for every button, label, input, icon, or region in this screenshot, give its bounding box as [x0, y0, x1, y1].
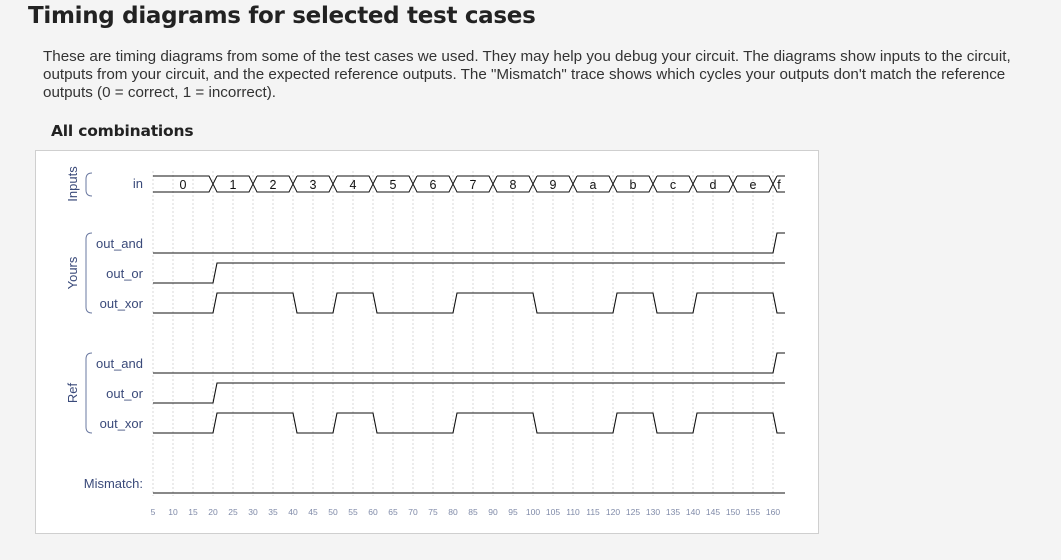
bus-segment — [652, 175, 694, 193]
yours-label-out_xor: out_xor — [100, 296, 144, 311]
yours-wave-out_and — [153, 232, 785, 254]
bus-value-label: 0 — [180, 178, 187, 192]
group-bracket — [85, 232, 93, 314]
time-tick-label: 160 — [766, 507, 780, 517]
bus-value-label: d — [710, 178, 717, 192]
signal-label-in: in — [133, 176, 143, 191]
timing-diagram: 5 10 15 20 25 30 35 40 45 50 55 60 65 70 75 80 85 90 95 100… — [65, 166, 785, 517]
bus-value-label: 9 — [550, 178, 557, 192]
bus-segment — [372, 175, 414, 193]
ref-wave-out_xor — [153, 412, 785, 434]
time-tick-label: 85 — [468, 507, 478, 517]
timing-diagram-panel: 5 10 15 20 25 30 35 40 45 50 55 60 65 70 75 80 85 90 95 100… — [35, 150, 819, 534]
bus-segment — [772, 175, 785, 193]
time-tick-label: 135 — [666, 507, 680, 517]
time-tick-label: 25 — [228, 507, 238, 517]
bus-segment — [612, 175, 654, 193]
bus-segment — [492, 175, 534, 193]
bus-segment — [692, 175, 734, 193]
bus-value-label: 3 — [310, 178, 317, 192]
time-tick-label: 75 — [428, 507, 438, 517]
time-tick-label: 100 — [526, 507, 540, 517]
bus-value-label: f — [777, 178, 781, 192]
yours-label-out_and: out_and — [96, 236, 143, 251]
time-tick-label: 115 — [586, 507, 600, 517]
bus-value-label: c — [670, 178, 676, 192]
time-tick-label: 140 — [686, 507, 700, 517]
bus-segment — [572, 175, 614, 193]
page-title: Timing diagrams for selected test cases — [28, 3, 536, 29]
time-tick-label: 5 — [151, 507, 156, 517]
yours-label-out_or: out_or — [106, 266, 144, 281]
bus-value-label: 5 — [390, 178, 397, 192]
time-tick-label: 30 — [248, 507, 258, 517]
ref-wave-out_or — [153, 382, 785, 404]
bus-segment — [292, 175, 334, 193]
bus-value-label: 4 — [350, 178, 357, 192]
time-tick-label: 80 — [448, 507, 458, 517]
group-bracket — [85, 352, 93, 434]
bus-value-label: 1 — [230, 178, 237, 192]
group-label: Inputs — [65, 166, 80, 202]
yours-wave-out_or — [153, 262, 785, 284]
bus-value-label: 6 — [430, 178, 437, 192]
time-tick-label: 40 — [288, 507, 298, 517]
time-tick-label: 15 — [188, 507, 198, 517]
bus-value-label: 2 — [270, 178, 277, 192]
time-tick-label: 70 — [408, 507, 418, 517]
bus-value-label: 7 — [470, 178, 477, 192]
time-tick-label: 130 — [646, 507, 660, 517]
time-tick-label: 10 — [168, 507, 178, 517]
bus-segment — [212, 175, 254, 193]
time-tick-label: 45 — [308, 507, 318, 517]
time-tick-label: 155 — [746, 507, 760, 517]
page-description: These are timing diagrams from some of t… — [43, 48, 1011, 101]
bus-segment — [532, 175, 574, 193]
time-tick-label: 55 — [348, 507, 358, 517]
ref-label-out_xor: out_xor — [100, 416, 144, 431]
bus-value-label: a — [590, 178, 597, 192]
ref-label-out_and: out_and — [96, 356, 143, 371]
time-tick-label: 50 — [328, 507, 338, 517]
group-label: Ref — [65, 382, 80, 403]
time-tick-label: 60 — [368, 507, 378, 517]
time-tick-label: 110 — [566, 507, 580, 517]
ref-wave-out_and — [153, 352, 785, 374]
bus-value-label: e — [750, 178, 757, 192]
bus-value-label: b — [630, 178, 637, 192]
bus-segment — [732, 175, 774, 193]
time-tick-label: 95 — [508, 507, 518, 517]
time-tick-label: 90 — [488, 507, 498, 517]
bus-value-label: 8 — [510, 178, 517, 192]
group-bracket — [85, 172, 93, 197]
group-label: Yours — [65, 256, 80, 289]
section-title: All combinations — [51, 122, 194, 140]
time-tick-label: 125 — [626, 507, 640, 517]
time-tick-label: 120 — [606, 507, 620, 517]
time-tick-label: 20 — [208, 507, 218, 517]
mismatch-label: Mismatch: — [84, 476, 143, 491]
time-tick-label: 35 — [268, 507, 278, 517]
time-tick-label: 105 — [546, 507, 560, 517]
time-tick-label: 145 — [706, 507, 720, 517]
ref-label-out_or: out_or — [106, 386, 144, 401]
bus-segment — [252, 175, 294, 193]
bus-segment — [412, 175, 454, 193]
time-tick-label: 65 — [388, 507, 398, 517]
bus-segment — [452, 175, 494, 193]
time-tick-label: 150 — [726, 507, 740, 517]
yours-wave-out_xor — [153, 292, 785, 314]
bus-segment — [332, 175, 374, 193]
